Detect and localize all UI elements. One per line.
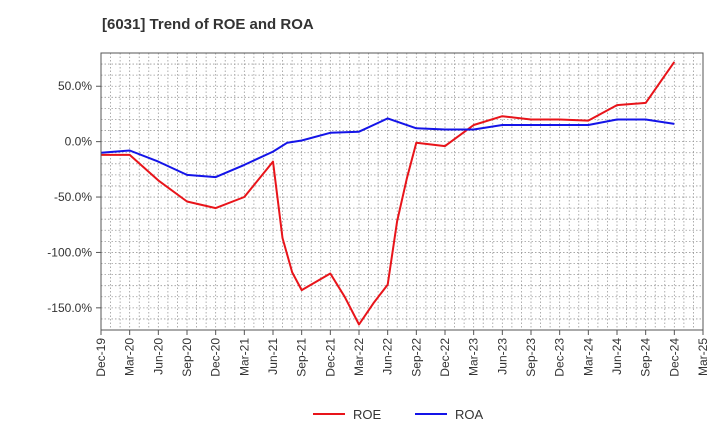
grid-layer — [101, 53, 703, 330]
x-tick-label: Jun-20 — [151, 338, 165, 375]
y-tick-label: -100.0% — [47, 245, 92, 259]
x-tick-label: Mar-24 — [581, 338, 595, 376]
plot-frame — [100, 52, 704, 331]
x-tick-label: Dec-19 — [94, 338, 108, 377]
x-tick-label: Mar-25 — [696, 338, 710, 376]
legend-label-roa: ROA — [455, 407, 484, 422]
x-tick-label: Mar-23 — [467, 338, 481, 376]
legend-label-roe: ROE — [353, 407, 382, 422]
legend: ROE ROA — [313, 407, 484, 422]
x-tick-label: Dec-24 — [667, 338, 681, 377]
x-tick-label: Dec-22 — [438, 338, 452, 377]
x-tick-label: Mar-21 — [237, 338, 251, 376]
chart-title: [6031] Trend of ROE and ROA — [102, 16, 314, 33]
x-tick-label: Dec-23 — [553, 338, 567, 377]
x-tick-label: Sep-24 — [639, 338, 653, 377]
x-tick-label: Dec-20 — [209, 338, 223, 377]
series-line-roa — [100, 117, 675, 179]
y-tick-label: -150.0% — [47, 301, 92, 315]
series-line-roe — [101, 61, 676, 326]
y-tick-label: 50.0% — [58, 79, 92, 93]
x-tick-label: Mar-20 — [123, 338, 137, 376]
series-layer — [100, 61, 676, 326]
x-tick-label: Sep-22 — [409, 338, 423, 377]
x-tick-label: Sep-23 — [524, 338, 538, 377]
y-axis: 50.0% 0.0% -50.0% -100.0% -150.0% — [47, 79, 101, 315]
x-axis: Dec-19 Mar-20 Jun-20 Sep-20 Dec-20 Mar-21 Jun-… — [94, 330, 710, 377]
x-tick-label: Sep-21 — [295, 338, 309, 377]
y-tick-label: -50.0% — [54, 190, 92, 204]
x-tick-label: Jun-21 — [266, 338, 280, 375]
x-tick-label: Sep-20 — [180, 338, 194, 377]
x-tick-label: Dec-21 — [323, 338, 337, 377]
x-tick-label: Mar-22 — [352, 338, 366, 376]
x-tick-label: Jun-23 — [495, 338, 509, 375]
x-tick-label: Jun-24 — [610, 338, 624, 375]
y-tick-label: 0.0% — [65, 135, 93, 149]
x-tick-label: Jun-22 — [381, 338, 395, 375]
